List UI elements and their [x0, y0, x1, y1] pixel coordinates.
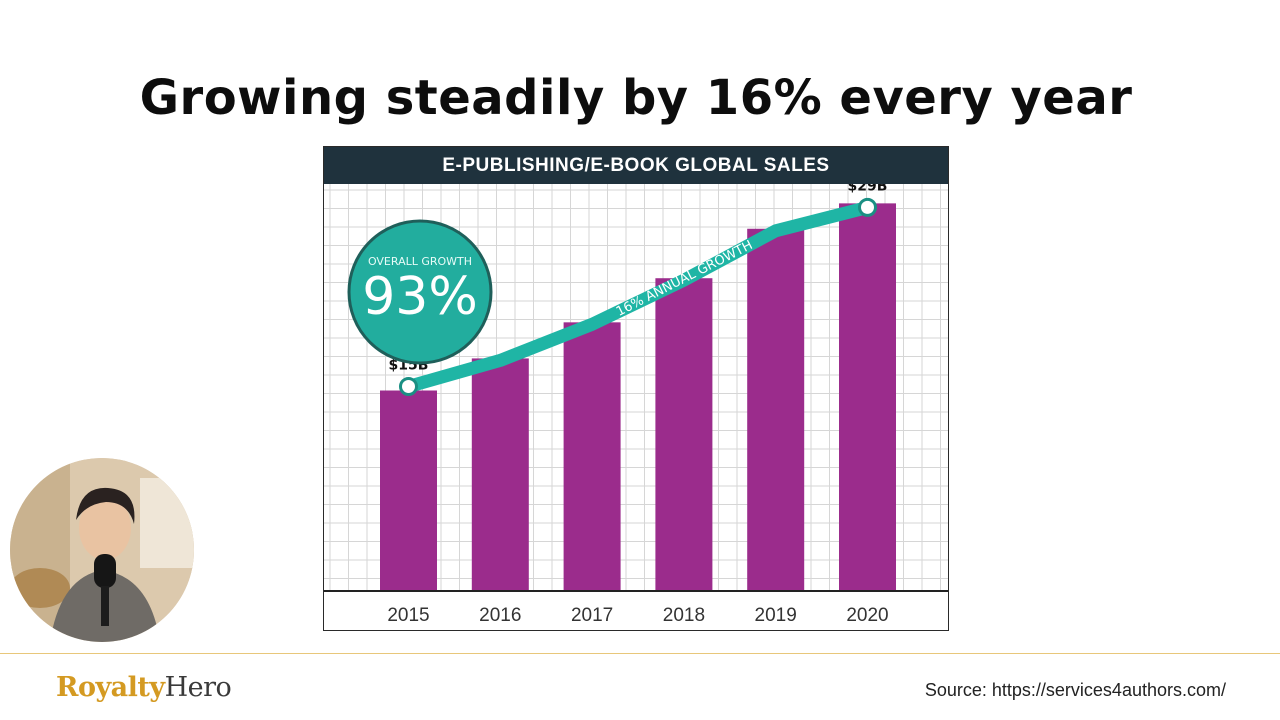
data-label-2020: $29B	[848, 184, 888, 194]
chart-title: E-PUBLISHING/E-BOOK GLOBAL SALES	[324, 147, 948, 184]
presenter-video-icon	[10, 458, 194, 642]
trend-endpoint-2020	[858, 197, 877, 217]
trend-endpoint-2015	[399, 377, 418, 396]
presenter-webcam	[10, 458, 194, 642]
bar-2019	[747, 228, 805, 591]
badge-value: 93%	[362, 267, 478, 327]
chart-plot: 16% ANNUAL GROWTH$15B$29B 2015 2016 2017 20…	[324, 184, 948, 626]
source-citation: Source: https://services4authors.com/	[924, 680, 1226, 700]
badge-circle	[347, 219, 493, 365]
x-tick-2017: 2017	[571, 605, 613, 626]
x-tick-labels: 2015 2016 2017 2018 2019 2020	[387, 605, 888, 626]
x-tick-2020: 2020	[846, 605, 888, 626]
x-tick-2016: 2016	[479, 605, 521, 626]
bar-2016	[471, 358, 529, 591]
x-tick-2019: 2019	[755, 605, 797, 626]
x-tick-2015: 2015	[387, 605, 429, 626]
bar-2018	[655, 278, 713, 591]
x-tick-2018: 2018	[663, 605, 705, 626]
bar-2015	[380, 390, 437, 591]
trend-line	[402, 200, 874, 393]
badge-caption: OVERALL GROWTH	[368, 255, 472, 268]
footer-divider	[0, 653, 1280, 654]
chart-bars	[380, 203, 896, 591]
chart-panel: E-PUBLISHING/E-BOOK GLOBAL SALES 16% ANN…	[323, 146, 949, 631]
bar-2020	[839, 203, 896, 591]
bar-2017	[563, 322, 621, 591]
royaltyhero-logo: RoyaltyHero	[56, 672, 232, 703]
slide-title: Growing steadily by 16% every year	[139, 70, 1133, 126]
